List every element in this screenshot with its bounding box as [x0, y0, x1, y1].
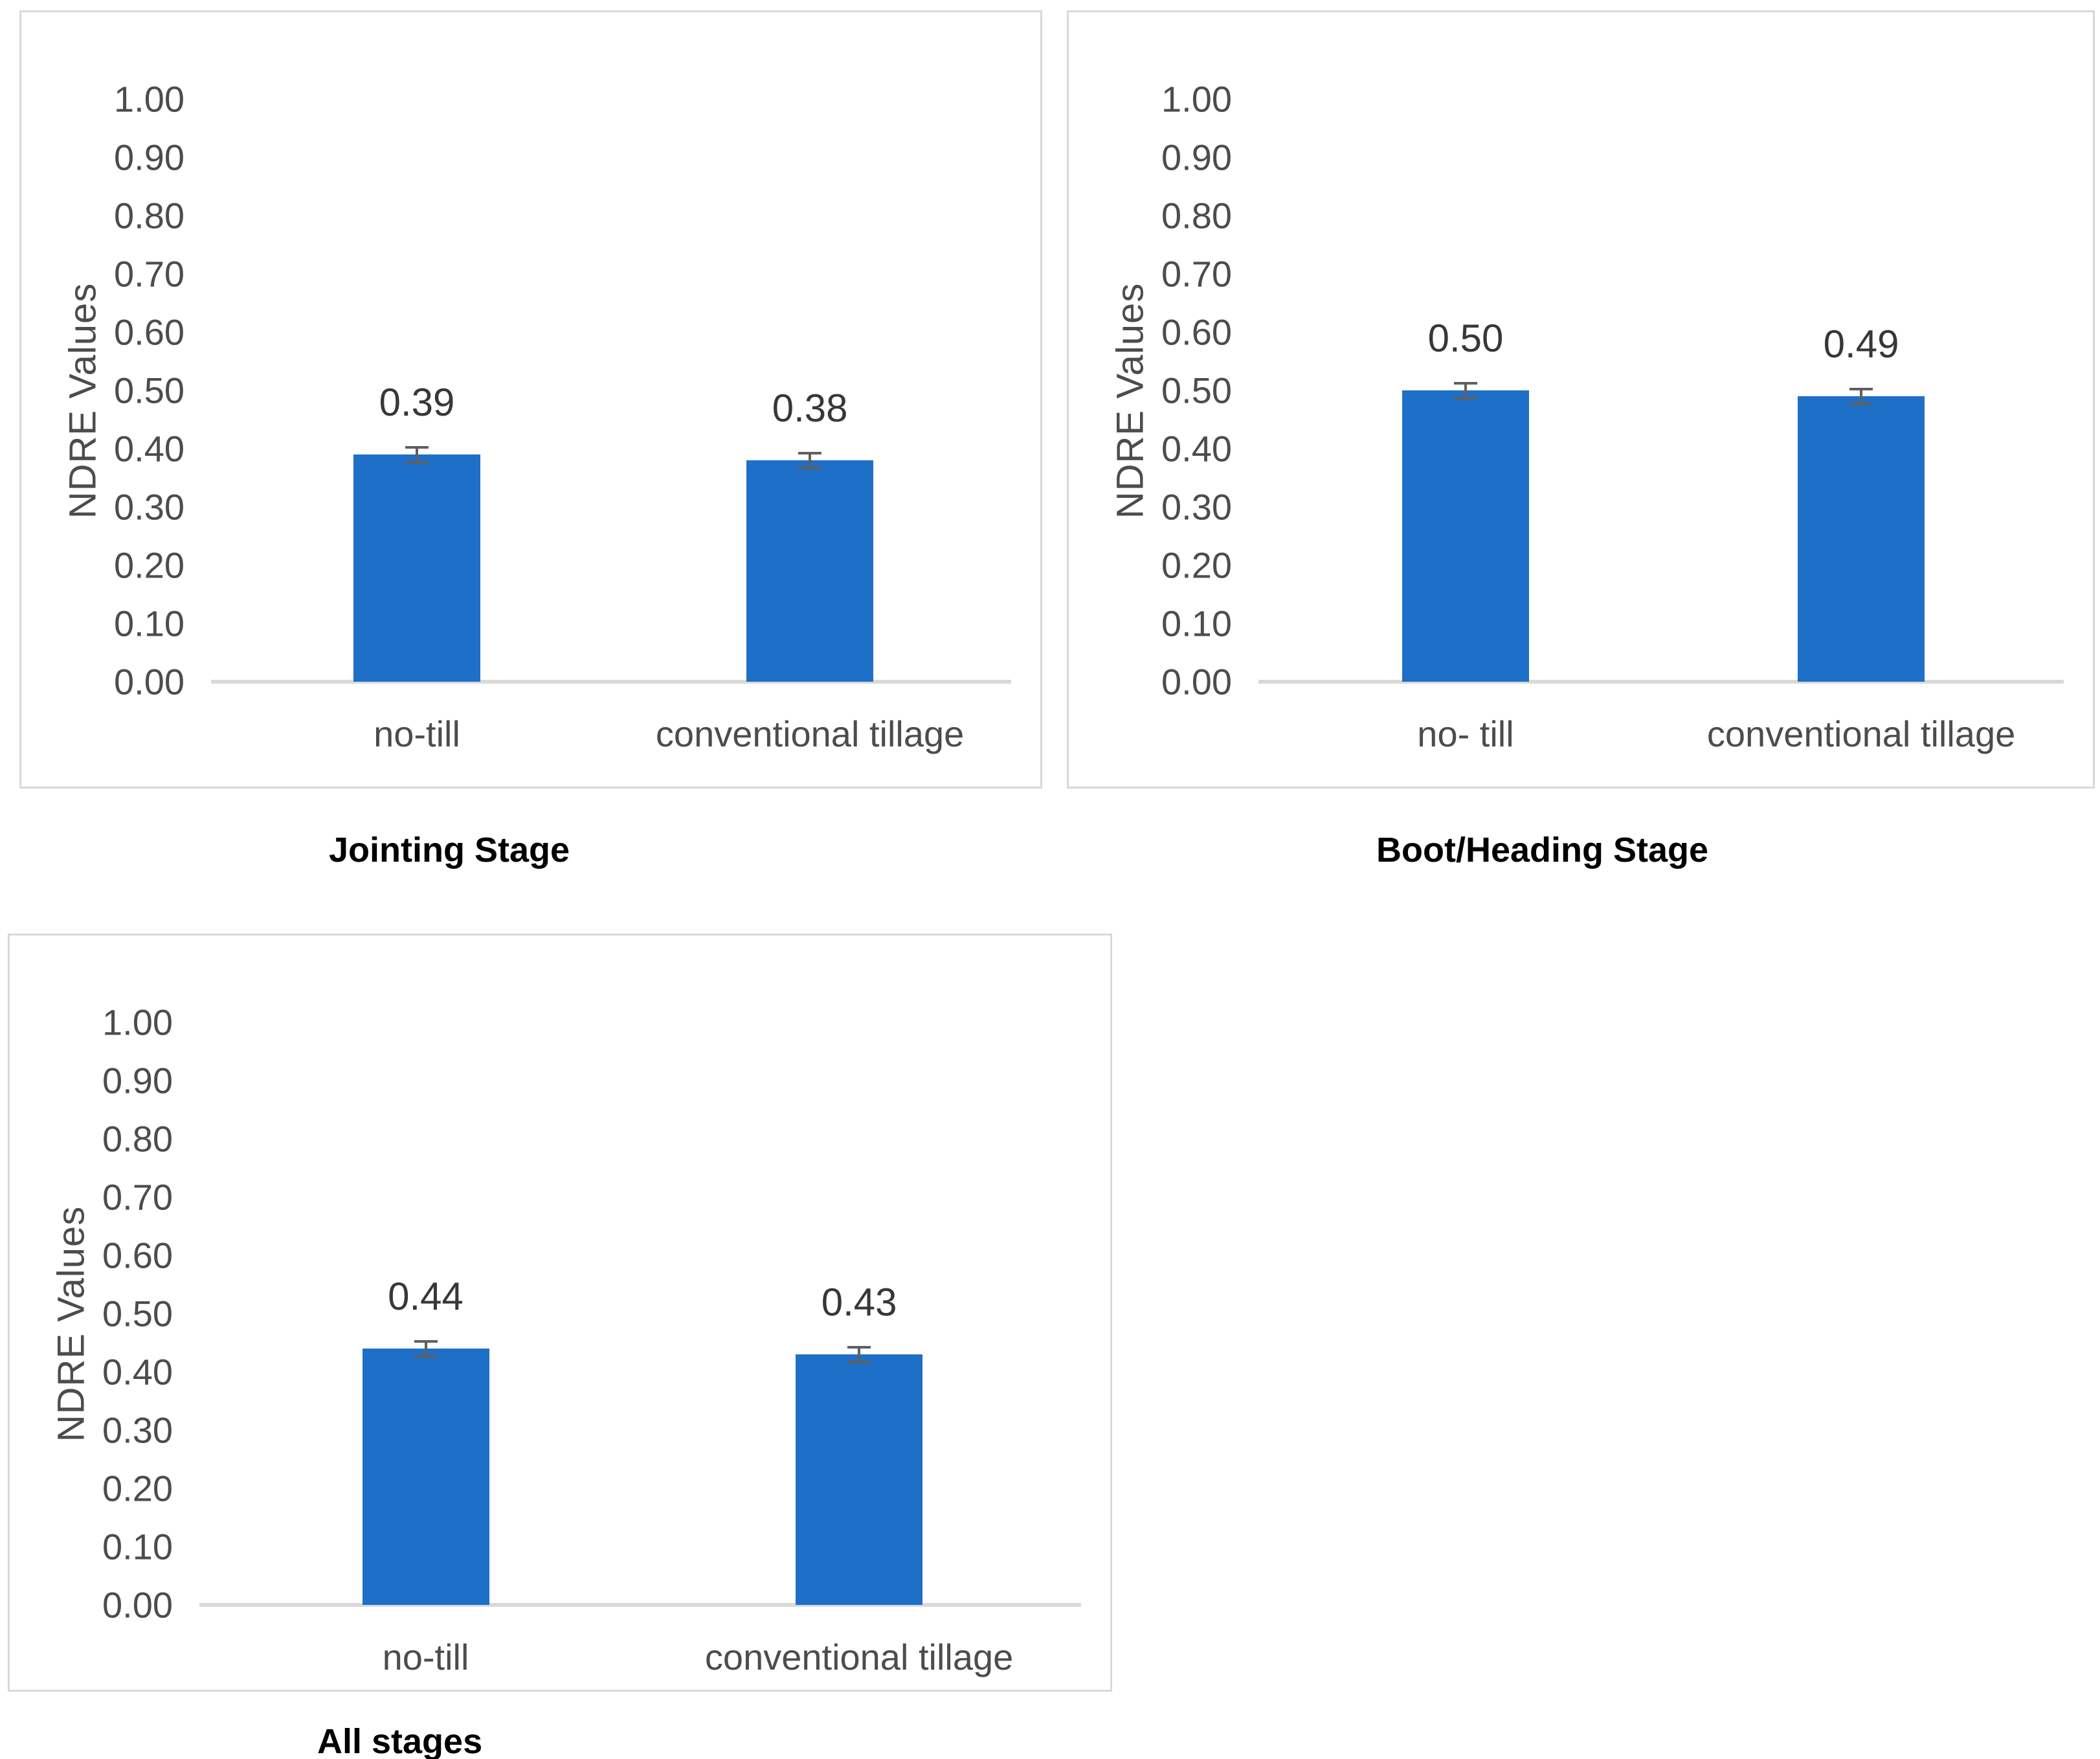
y-tick-label: 0.70	[114, 253, 184, 295]
y-tick-label: 0.50	[1161, 370, 1232, 411]
y-tick-label: 0.90	[114, 137, 184, 178]
bar-value-label: 0.50	[1427, 317, 1504, 360]
y-tick-label: 0.30	[1161, 486, 1232, 528]
x-axis-line	[1258, 680, 2064, 684]
y-tick-label: 0.50	[114, 370, 184, 411]
y-tick-label: 0.80	[102, 1118, 173, 1160]
y-axis-tick-labels: 0.00 0.10 0.20 0.30 0.40 0.50 0.60 0.70 0.80 0.90…	[21, 12, 184, 787]
y-tick-label: 0.60	[1161, 311, 1232, 353]
y-tick-label: 0.20	[114, 544, 184, 586]
chart-caption: Jointing Stage	[329, 831, 570, 869]
y-tick-label: 0.90	[1161, 137, 1232, 178]
bar-value-label: 0.39	[379, 381, 455, 424]
plot-area: 0.50 no- till 0.49 conventional tillage	[1258, 99, 2064, 754]
error-bar-line	[424, 1339, 427, 1358]
y-tick-label: 0.40	[114, 428, 184, 469]
x-axis-line	[211, 680, 1011, 684]
y-tick-label: 0.70	[102, 1176, 173, 1218]
y-tick-label: 0.10	[1161, 603, 1232, 644]
error-bar-cap-top	[1454, 381, 1477, 385]
error-bar	[847, 1345, 871, 1363]
error-bar-cap-top	[414, 1339, 438, 1343]
chart-panel: NDRE Values 0.00 0.10 0.20 0.30 0.40 0.50 0.60…	[19, 10, 1042, 789]
error-bar-cap-bottom	[1454, 396, 1477, 399]
chart-panel: NDRE Values 0.00 0.10 0.20 0.30 0.40 0.50 0.60…	[8, 934, 1112, 1692]
y-tick-label: 0.60	[102, 1235, 173, 1276]
x-category-label: no-till	[382, 1637, 469, 1677]
error-bar	[1454, 381, 1477, 399]
error-bar-cap-top	[405, 445, 429, 449]
bar-no-till	[353, 454, 480, 682]
chart-group-boot-heading-stage: NDRE Values 0.00 0.10 0.20 0.30 0.40 0.50 0.60…	[1067, 10, 2095, 870]
y-tick-label: 0.10	[114, 603, 184, 644]
chart-caption: Boot/Heading Stage	[1376, 831, 1709, 869]
bar-no-till	[362, 1349, 489, 1605]
chart-group-jointing-stage: NDRE Values 0.00 0.10 0.20 0.30 0.40 0.50 0.60…	[19, 10, 1042, 870]
chart-group-all-stages: NDRE Values 0.00 0.10 0.20 0.30 0.40 0.50 0.60…	[8, 934, 1112, 1759]
error-bar-cap-bottom	[405, 460, 429, 464]
y-tick-label: 0.80	[114, 195, 184, 236]
error-bar	[414, 1339, 438, 1358]
bar-conventional-tillage	[1798, 396, 1925, 682]
bar-value-label: 0.38	[772, 387, 848, 430]
x-category-label: no- till	[1417, 713, 1514, 754]
x-category-label: conventional tillage	[1706, 713, 2016, 754]
error-bar-line	[1464, 381, 1467, 399]
y-tick-label: 0.00	[114, 661, 184, 702]
y-tick-label: 0.40	[1161, 428, 1232, 469]
y-axis-tick-labels: 0.00 0.10 0.20 0.30 0.40 0.50 0.60 0.70 0.80 0.90…	[10, 936, 173, 1690]
y-tick-label: 0.30	[102, 1409, 173, 1451]
error-bar-cap-bottom	[414, 1354, 438, 1358]
error-bar-line	[1860, 387, 1863, 405]
error-bar-cap-bottom	[847, 1360, 871, 1363]
error-bar-cap-top	[1849, 387, 1873, 390]
error-bar-cap-bottom	[798, 466, 822, 469]
x-category-label: no-till	[374, 713, 460, 754]
chart-panel: NDRE Values 0.00 0.10 0.20 0.30 0.40 0.50 0.60…	[1067, 10, 2095, 789]
plot-area: 0.39 no-till 0.38 conventional tillage	[211, 99, 1011, 754]
error-bar	[405, 445, 429, 464]
error-bar-line	[809, 451, 812, 469]
y-axis-tick-labels: 0.00 0.10 0.20 0.30 0.40 0.50 0.60 0.70 0.80 0.90…	[1069, 12, 1232, 787]
y-tick-label: 1.00	[1161, 78, 1232, 120]
y-tick-label: 0.40	[102, 1351, 173, 1393]
y-tick-label: 1.00	[114, 78, 184, 120]
y-tick-label: 0.20	[1161, 544, 1232, 586]
chart-caption: All stages	[317, 1722, 483, 1759]
error-bar-line	[416, 445, 418, 464]
y-tick-label: 0.80	[1161, 195, 1232, 236]
bar-value-label: 0.44	[388, 1275, 464, 1318]
error-bar-cap-bottom	[1849, 402, 1873, 405]
y-tick-label: 1.00	[102, 1002, 173, 1043]
y-tick-label: 0.20	[102, 1468, 173, 1509]
bar-conventional-tillage	[746, 460, 874, 682]
y-tick-label: 0.50	[102, 1293, 173, 1334]
plot-area: 0.44 no-till 0.43 conventional tillage	[199, 1022, 1081, 1677]
y-tick-label: 0.90	[102, 1060, 173, 1101]
error-bar-line	[858, 1345, 861, 1363]
error-bar	[1849, 387, 1873, 405]
y-tick-label: 0.00	[102, 1584, 173, 1626]
y-tick-label: 0.60	[114, 311, 184, 353]
x-axis-line	[199, 1603, 1081, 1607]
error-bar-cap-top	[798, 451, 822, 454]
y-tick-label: 0.00	[1161, 661, 1232, 702]
y-tick-label: 0.70	[1161, 253, 1232, 295]
error-bar-cap-top	[847, 1345, 871, 1349]
bar-value-label: 0.49	[1823, 322, 1899, 366]
bar-conventional-tillage	[796, 1354, 923, 1605]
x-category-label: conventional tillage	[655, 713, 965, 754]
x-category-label: conventional tillage	[704, 1637, 1014, 1677]
y-tick-label: 0.30	[114, 486, 184, 528]
error-bar	[798, 451, 822, 469]
bar-no--till	[1402, 390, 1529, 682]
y-tick-label: 0.10	[102, 1526, 173, 1567]
bar-value-label: 0.43	[821, 1281, 897, 1324]
